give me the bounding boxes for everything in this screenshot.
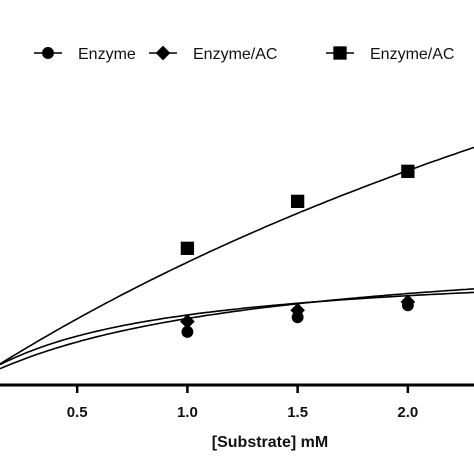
x-tick-label-1: 0.5 <box>67 404 88 421</box>
point-series-2-1 <box>180 314 195 329</box>
legend-marker-2 <box>155 45 171 61</box>
legend-marker-3 <box>333 46 347 60</box>
x-tick-label-4: 2.0 <box>397 404 418 421</box>
point-series-3-1 <box>180 241 195 255</box>
legend-label-1: Enzyme <box>78 46 136 63</box>
legend: Enzyme Enzyme/AC Enzyme/AC <box>34 45 454 63</box>
fit-curve-3 <box>0 146 474 365</box>
x-tick-label-3: 1.5 <box>287 404 308 421</box>
x-ticks: 0.5 1.0 1.5 2.0 <box>67 385 418 421</box>
x-tick-label-2: 1.0 <box>177 404 198 421</box>
fit-curve-1 <box>0 288 474 370</box>
legend-marker-1 <box>42 47 54 59</box>
point-series-1-1 <box>181 325 194 338</box>
fit-curves <box>0 146 474 370</box>
legend-label-2: Enzyme/AC <box>193 46 277 63</box>
data-points <box>180 164 416 338</box>
x-axis-title: [Substrate] mM <box>212 434 328 451</box>
fit-curve-2 <box>0 291 474 366</box>
point-series-3-2 <box>290 194 305 209</box>
point-series-3-3 <box>401 164 415 178</box>
legend-label-3: Enzyme/AC <box>370 46 454 63</box>
point-series-2-3 <box>400 294 416 310</box>
point-series-2-2 <box>290 302 305 318</box>
